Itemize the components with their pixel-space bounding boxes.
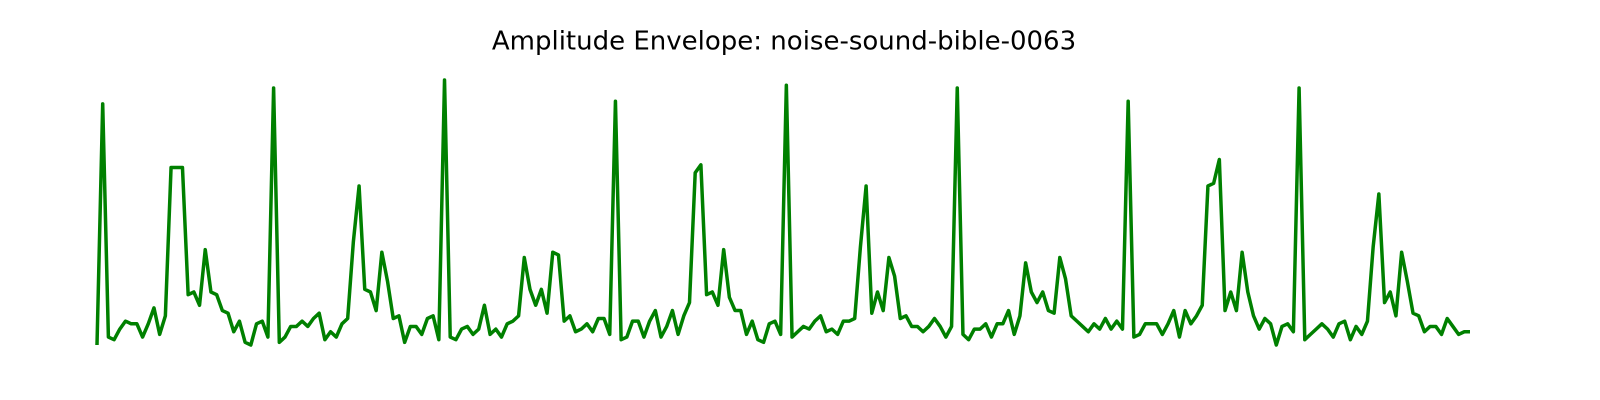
chart-title: Amplitude Envelope: noise-sound-bible-00… xyxy=(492,27,1076,57)
envelope-line xyxy=(95,78,1470,347)
